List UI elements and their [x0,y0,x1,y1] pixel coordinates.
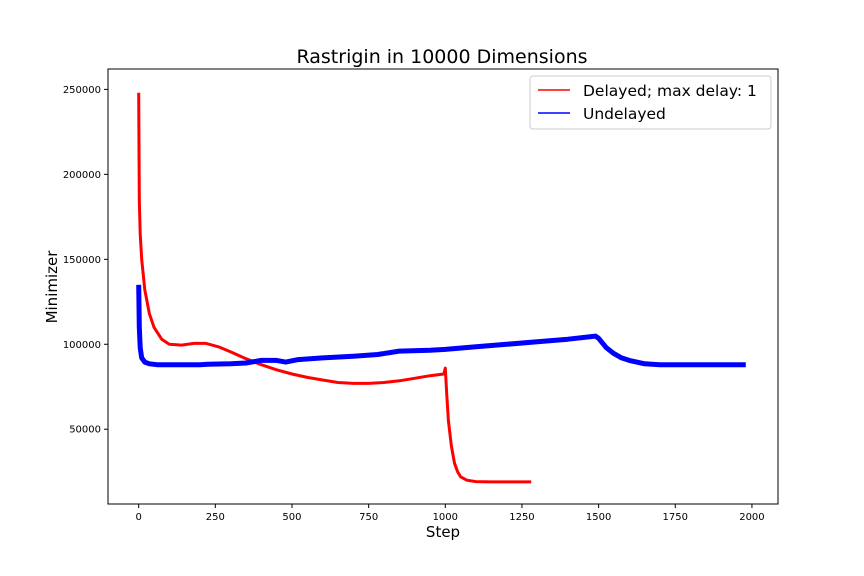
x-tick-label: 0 [135,512,141,523]
chart-title: Rastrigin in 10000 Dimensions [296,46,587,68]
y-axis-ticks: 50000 100000 150000 200000 250000 [63,85,108,436]
y-tick-label: 50000 [69,425,101,436]
series-line-undelayed [136,284,746,368]
x-tick-label: 250 [206,512,225,523]
legend-box [529,75,772,130]
x-tick-label: 1250 [509,512,534,523]
y-tick-label: 250000 [63,85,101,96]
x-tick-label: 1000 [433,512,458,523]
y-tick-label: 100000 [63,340,101,351]
series-line-delayed [137,92,532,484]
x-tick-label: 1500 [586,512,611,523]
legend-label-delayed: Delayed; max delay: 1 [583,82,757,100]
legend-label-undelayed: Undelayed [583,105,666,123]
y-axis-title: Minimizer [43,250,61,324]
x-tick-label: 2000 [739,512,764,523]
x-axis-title: Step [426,523,460,541]
y-tick-label: 200000 [63,170,101,181]
x-tick-label: 500 [282,512,301,523]
plot-area [107,68,779,505]
plot-frame [107,68,779,505]
series-layer [136,92,746,484]
y-tick-label: 150000 [63,255,101,266]
x-axis-ticks: 0 250 500 750 1000 1250 1500 1750 2000 [135,504,765,523]
legend: Delayed; max delay: 1 Undelayed [529,75,772,130]
x-tick-label: 750 [359,512,378,523]
x-tick-label: 1750 [663,512,688,523]
